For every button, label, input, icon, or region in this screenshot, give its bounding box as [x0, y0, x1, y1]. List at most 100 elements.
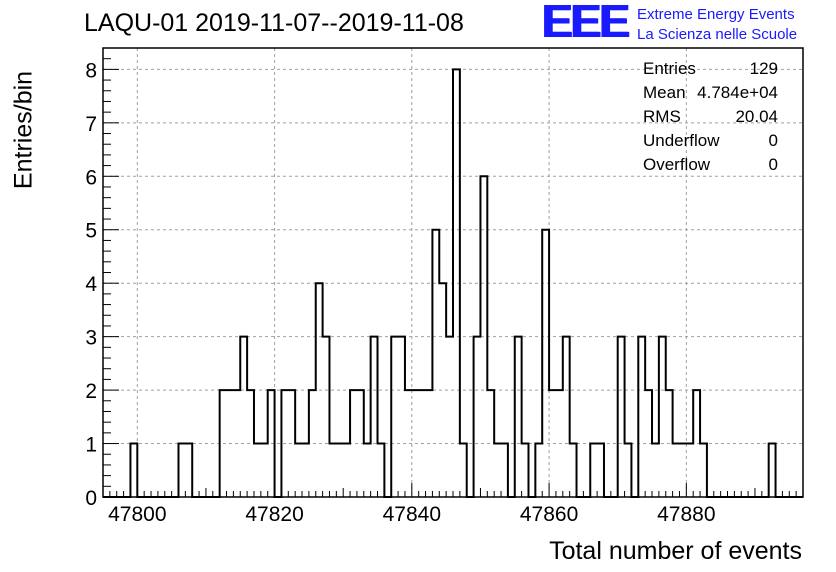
histogram-bin-47875 [652, 444, 659, 497]
histogram-bin-47817 [254, 444, 261, 497]
chart-title: LAQU-01 2019-11-07--2019-11-08 [84, 9, 464, 37]
stats-name: Mean [643, 83, 686, 102]
axis-layer: 47800 47820 47840 47860 47880 0 1 2 3 4 5 6 7 8 [85, 47, 804, 526]
histogram-bin-47871 [625, 444, 632, 497]
stats-row-rms: RMS 20.04 [640, 107, 780, 131]
histogram-bin-47878 [673, 444, 680, 497]
histogram-bin-47881 [693, 390, 700, 497]
histogram-bin-47874 [645, 390, 652, 497]
stats-row-mean: Mean 4.784e+04 [640, 83, 780, 107]
histogram-bin-47833 [364, 444, 371, 497]
histogram-bin-47814 [233, 390, 240, 497]
stats-box: Entries 129 Mean 4.784e+04 RMS 20.04 Underflow… [640, 59, 780, 179]
stats-value: 0 [768, 155, 778, 174]
stats-name: Underflow [643, 131, 720, 150]
histogram-bin-47859 [542, 230, 549, 497]
stats-name: Entries [643, 59, 696, 78]
histogram-bin-47838 [398, 337, 405, 497]
logo-mark: EEE [542, 0, 630, 47]
histogram-bin-47815 [240, 337, 247, 497]
y-tick-label-4: 4 [85, 273, 97, 296]
histogram-bin-47827 [323, 337, 330, 497]
histogram-outline [103, 68, 803, 498]
y-tick-label-3: 3 [85, 327, 97, 350]
histogram-bin-47806 [178, 444, 185, 497]
y-tick-label-5: 5 [85, 220, 97, 243]
histogram-bin-47856 [522, 444, 529, 497]
logo-line-1: Extreme Energy Events [637, 6, 795, 23]
histogram-bin-47818 [261, 444, 268, 497]
eee-logo: EEE Extreme Energy Events La Scienza nel… [542, 0, 832, 48]
histogram-bin-47849 [474, 337, 481, 497]
histogram-bin-47816 [247, 390, 254, 497]
histogram-bin-47823 [295, 444, 302, 497]
histogram-bin-47821 [281, 390, 288, 497]
x-tick-label-3: 47860 [520, 503, 578, 526]
x-tick-label-1: 47820 [245, 503, 303, 526]
y-tick-label-8: 8 [85, 59, 97, 82]
y-tick-label-2: 2 [85, 380, 97, 403]
y-tick-label-6: 6 [85, 166, 97, 189]
histogram-bin-47866 [590, 444, 597, 497]
stats-name: Overflow [643, 155, 711, 174]
stats-value: 20.04 [735, 107, 778, 126]
histogram-bin-47819 [268, 390, 275, 497]
histogram-bin-47840 [412, 390, 419, 497]
stats-value: 129 [749, 59, 778, 78]
histogram-bin-47855 [515, 337, 522, 497]
histogram-bin-47846 [453, 69, 460, 497]
stats-value: 0 [768, 131, 778, 150]
histogram-bin-47834 [371, 337, 378, 497]
y-tick-label-0: 0 [85, 487, 97, 510]
histogram-bin-47824 [302, 444, 309, 497]
stats-row-overflow: Overflow 0 [640, 155, 780, 179]
histogram-bin-47860 [549, 390, 556, 497]
histogram-bin-47829 [336, 444, 343, 497]
histogram-bin-47822 [288, 390, 295, 497]
histogram-bin-47863 [570, 444, 577, 497]
histogram-bin-47870 [618, 337, 625, 497]
x-tick-label-4: 47880 [657, 503, 715, 526]
histogram-bin-47841 [419, 390, 426, 497]
histogram-bin-47853 [501, 444, 508, 497]
histogram-bin-47812 [220, 390, 227, 497]
histogram-bin-47845 [446, 337, 453, 497]
histogram-bin-47861 [556, 390, 563, 497]
y-tick-label-7: 7 [85, 113, 97, 136]
histogram-bin-47825 [309, 390, 316, 497]
histogram-layer [103, 68, 803, 498]
histogram-bin-47837 [391, 337, 398, 497]
histogram-bin-47831 [350, 390, 357, 497]
histogram-bin-47852 [494, 444, 501, 497]
histogram-bin-47828 [329, 444, 336, 497]
histogram-bin-47877 [666, 390, 673, 497]
histogram-bin-47850 [480, 176, 487, 497]
histogram-bin-47862 [563, 337, 570, 497]
histogram-bin-47882 [700, 444, 707, 497]
stats-name: RMS [643, 107, 681, 126]
histogram-bin-47858 [535, 444, 542, 497]
histogram-bin-47844 [439, 283, 446, 497]
histogram-bin-47867 [597, 444, 604, 497]
histogram-bin-47879 [679, 444, 686, 497]
histogram-bin-47880 [686, 444, 693, 497]
histogram-bin-47892 [769, 444, 776, 497]
x-axis-label: Total number of events [549, 537, 802, 565]
stats-value: 4.784e+04 [697, 83, 778, 102]
histogram-bin-47813 [227, 390, 234, 497]
x-tick-label-2: 47840 [383, 503, 441, 526]
y-tick-label-1: 1 [85, 434, 97, 457]
histogram-bin-47807 [185, 444, 192, 497]
histogram-bin-47835 [378, 444, 385, 497]
histogram-bin-47830 [343, 444, 350, 497]
stats-row-underflow: Underflow 0 [640, 131, 780, 155]
histogram-bin-47843 [432, 230, 439, 497]
histogram-bin-47826 [316, 283, 323, 497]
histogram-bin-47842 [426, 390, 433, 497]
logo-line-2: La Scienza nelle Scuole [637, 26, 798, 43]
histogram-bin-47851 [487, 390, 494, 497]
stats-row-entries: Entries 129 [640, 59, 780, 83]
histogram-bin-47799 [130, 444, 137, 497]
histogram-bin-47876 [659, 337, 666, 497]
